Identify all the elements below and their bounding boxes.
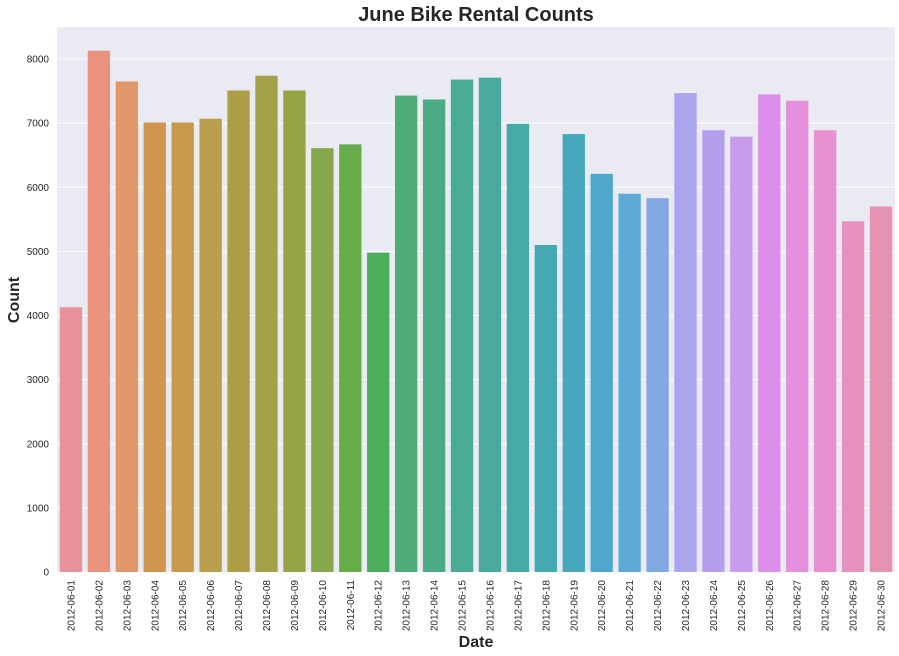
bar-2012-06-22 — [646, 198, 669, 572]
x-tick-label: 2012-06-23 — [681, 580, 692, 632]
y-tick-label: 7000 — [27, 119, 50, 130]
x-tick-label: 2012-06-24 — [709, 580, 720, 632]
bar-2012-06-03 — [115, 81, 139, 572]
bar-2012-06-19 — [562, 134, 585, 572]
bar-2012-06-06 — [199, 118, 222, 572]
bar-2012-06-12 — [367, 252, 390, 572]
bar-2012-06-11 — [339, 144, 362, 572]
bar-2012-06-28 — [813, 130, 837, 572]
x-axis-label: Date — [459, 634, 494, 651]
y-tick-label: 6000 — [27, 183, 50, 194]
bar-2012-06-16 — [478, 77, 502, 572]
bar-2012-06-24 — [702, 130, 725, 572]
x-tick-label: 2012-06-10 — [318, 580, 329, 632]
bars — [59, 50, 893, 573]
plot-area — [57, 27, 895, 572]
chart-title: June Bike Rental Counts — [358, 4, 594, 26]
x-tick-label: 2012-06-01 — [66, 580, 77, 632]
bar-2012-06-15 — [450, 79, 474, 572]
y-tick-label: 0 — [43, 568, 49, 579]
x-tick-label: 2012-06-13 — [402, 580, 413, 632]
x-tick-label: 2012-06-09 — [290, 580, 301, 632]
y-tick-label: 4000 — [27, 311, 50, 322]
x-tick-label: 2012-06-15 — [458, 580, 469, 632]
x-tick-label: 2012-06-19 — [569, 580, 580, 632]
x-tick-label: 2012-06-30 — [877, 580, 888, 632]
bar-2012-06-29 — [841, 221, 865, 572]
bar-2012-06-25 — [730, 136, 753, 572]
bar-2012-06-09 — [283, 90, 306, 572]
bar-2012-06-05 — [171, 122, 194, 573]
bar-2012-06-04 — [143, 122, 166, 573]
y-tick-label: 1000 — [27, 503, 50, 514]
bar-2012-06-23 — [674, 93, 697, 573]
bar-2012-06-17 — [506, 123, 530, 572]
bar-2012-06-13 — [394, 95, 418, 572]
bar-2012-06-01 — [59, 307, 83, 572]
x-tick-label: 2012-06-04 — [150, 580, 161, 632]
bar-2012-06-18 — [534, 245, 558, 572]
x-tick-label: 2012-06-02 — [94, 580, 105, 632]
bar-2012-06-02 — [87, 50, 111, 573]
y-tick-label: 5000 — [27, 247, 50, 258]
x-tick-label: 2012-06-20 — [597, 580, 608, 632]
x-tick-label: 2012-06-26 — [765, 580, 776, 632]
x-tick-label: 2012-06-14 — [430, 580, 441, 632]
x-tick-label: 2012-06-21 — [625, 580, 636, 632]
x-tick-labels: 2012-06-01 2012-06-02 2012-06-03 2012-06-04… — [66, 580, 887, 632]
bar-2012-06-10 — [311, 148, 334, 572]
x-tick-label: 2012-06-12 — [374, 580, 385, 632]
y-tick-label: 3000 — [27, 375, 50, 386]
x-tick-label: 2012-06-18 — [541, 580, 552, 632]
x-tick-label: 2012-06-28 — [821, 580, 832, 632]
bar-2012-06-20 — [590, 173, 613, 572]
bar-2012-06-14 — [422, 99, 446, 572]
x-tick-label: 2012-06-22 — [653, 580, 664, 632]
y-axis-label: Count — [6, 276, 23, 323]
x-tick-label: 2012-06-29 — [849, 580, 860, 632]
x-tick-label: 2012-06-03 — [122, 580, 133, 632]
bar-2012-06-07 — [227, 90, 250, 572]
bar-2012-06-27 — [786, 100, 809, 572]
x-tick-label: 2012-06-11 — [346, 580, 357, 631]
x-tick-label: 2012-06-25 — [737, 580, 748, 632]
x-tick-label: 2012-06-17 — [513, 580, 524, 632]
x-tick-label: 2012-06-07 — [234, 580, 245, 632]
x-tick-label: 2012-06-16 — [485, 580, 496, 632]
x-tick-label: 2012-06-27 — [793, 580, 804, 632]
bar-2012-06-30 — [869, 206, 893, 572]
y-tick-label: 2000 — [27, 439, 50, 450]
grid-lines — [57, 58, 895, 573]
y-tick-labels: 0 1000 2000 3000 4000 5000 6000 7000 8000 — [27, 55, 50, 579]
bar-2012-06-21 — [618, 193, 641, 573]
bar-2012-06-26 — [758, 94, 781, 572]
x-tick-label: 2012-06-08 — [262, 580, 273, 632]
x-tick-label: 2012-06-05 — [178, 580, 189, 632]
y-tick-label: 8000 — [27, 55, 50, 66]
x-tick-label: 2012-06-06 — [206, 580, 217, 632]
bar-2012-06-08 — [255, 75, 278, 573]
